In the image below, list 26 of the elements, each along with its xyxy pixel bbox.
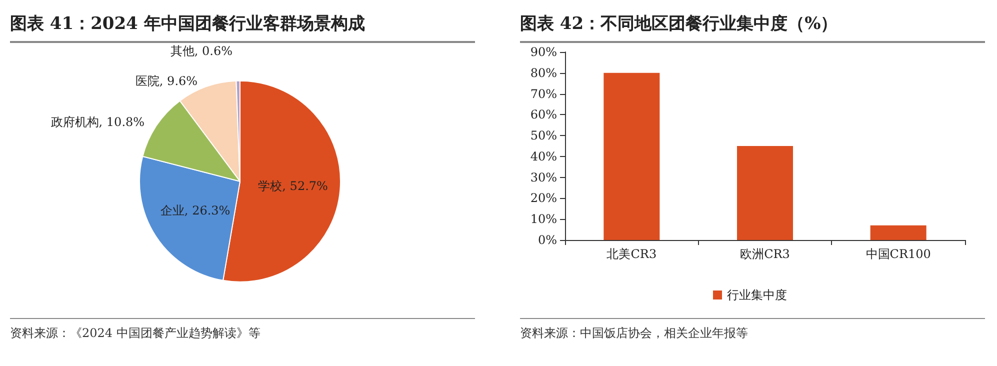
bar — [604, 72, 660, 240]
slice-label: 其他, 0.6% — [170, 44, 233, 58]
slice-label: 学校, 52.7% — [258, 178, 328, 193]
x-tick-label: 欧洲CR3 — [740, 247, 790, 261]
y-tick-label: 90% — [530, 45, 557, 59]
slice-label: 企业, 26.3% — [160, 203, 230, 218]
y-tick-label: 50% — [530, 128, 557, 143]
y-tick-label: 30% — [530, 170, 557, 184]
text: 资料来源：《2024 中国团餐产业趋势解读》等 — [10, 318, 475, 342]
y-tick-label: 60% — [530, 108, 557, 122]
chart-title: 图表 41：2024 年中国团餐行业客群场景构成 — [10, 12, 475, 43]
chart-title: 图表 42：不同地区团餐行业集中度（%） — [520, 12, 985, 43]
slice-label: 政府机构, 10.8% — [50, 115, 145, 130]
y-tick-label: 0% — [538, 233, 557, 247]
y-tick-label: 10% — [530, 212, 557, 226]
y-tick-label: 80% — [530, 66, 557, 80]
bar — [737, 146, 793, 240]
slice-label: 医院, 9.6% — [135, 74, 198, 88]
y-tick-label: 40% — [530, 149, 557, 164]
y-tick-label: 20% — [530, 191, 557, 206]
bar — [870, 225, 926, 240]
y-tick-label: 70% — [530, 86, 557, 101]
x-tick-label: 北美CR3 — [606, 247, 657, 261]
legend-label: 行业集中度 — [727, 288, 787, 302]
x-tick-label: 中国CR100 — [866, 247, 931, 261]
text: 资料来源：中国饭店协会，相关企业年报等 — [520, 318, 985, 342]
